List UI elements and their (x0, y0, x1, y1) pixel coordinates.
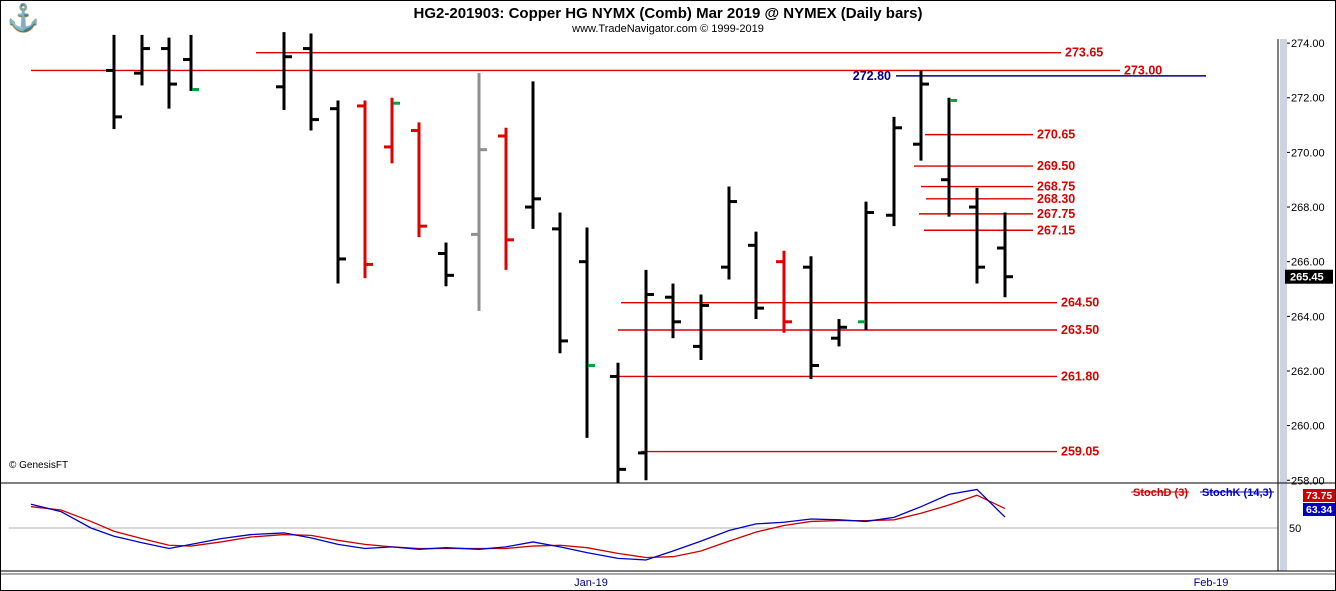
price-level-label[interactable]: 273.65 (1065, 46, 1103, 60)
ohlc-bar (748, 231, 764, 320)
ohlc-bar (665, 283, 681, 339)
price-axis-strip (1280, 39, 1287, 571)
ohlc-bar (303, 33, 319, 131)
ohlc-bar (776, 250, 792, 333)
ohlc-bar (498, 127, 514, 270)
anchor-icon: ⚓ (7, 2, 40, 32)
price-level-label[interactable]: 261.80 (1061, 369, 1099, 383)
axis-tick-label: 264.00 (1291, 311, 1325, 323)
axis-tick-label: 274.00 (1291, 38, 1325, 50)
date-axis: Jan-19 Feb-19 (574, 577, 1228, 589)
ohlc-bar (913, 70, 929, 161)
ohlc-bar (610, 362, 626, 483)
last-price-label: 265.45 (1290, 272, 1324, 284)
ohlc-bar (330, 100, 346, 284)
price-level-label[interactable]: 267.15 (1037, 223, 1075, 237)
axis-tick-label: 270.00 (1291, 147, 1325, 159)
stoch-k-value-badge (1303, 503, 1335, 516)
axis-tick-label: 268.00 (1291, 202, 1325, 214)
ohlc-bar (969, 187, 985, 284)
ohlc-bar (638, 269, 654, 481)
ohlc-bar (471, 73, 487, 311)
price-axis: 274.00 272.00 270.00 268.00 266.00 264.00 262.… (1287, 38, 1325, 487)
stoch-d-value: 73.75 (1306, 490, 1332, 502)
ohlc-bar (579, 227, 595, 438)
stoch-mid-label: 50 (1289, 523, 1301, 535)
price-level-label[interactable]: 264.50 (1061, 296, 1099, 310)
axis-tick-label: 258.00 (1291, 475, 1325, 487)
price-bars (106, 32, 1013, 483)
ohlc-bar (803, 256, 819, 380)
ohlc-bar (997, 212, 1013, 298)
price-level-label[interactable]: 267.75 (1037, 207, 1075, 221)
price-level-label[interactable]: 272.80 (853, 69, 891, 83)
price-level-label[interactable]: 269.50 (1037, 159, 1075, 173)
ohlc-bar (161, 37, 177, 109)
ohlc-bar (525, 81, 541, 229)
axis-tick-label: 260.00 (1291, 421, 1325, 433)
stoch-k-value: 63.34 (1306, 504, 1332, 516)
ohlc-bar (411, 122, 427, 238)
ohlc-bar (134, 34, 150, 86)
ohlc-bar (106, 34, 122, 130)
price-level-label[interactable]: 268.75 (1037, 180, 1075, 194)
axis-tick-label: 262.00 (1291, 366, 1325, 378)
ohlc-bar (183, 34, 199, 92)
axis-tick-label: 272.00 (1291, 93, 1325, 105)
genesis-watermark: © GenesisFT (9, 460, 69, 471)
date-label: Jan-19 (574, 577, 608, 589)
ohlc-bar (858, 201, 874, 330)
price-level-labels: 273.65 273.00 272.80 270.65 269.50 268.75268.… (853, 46, 1163, 459)
stoch-d-line (30, 494, 1006, 559)
stoch-k-line (30, 488, 1006, 561)
ohlc-bar (357, 100, 373, 279)
ohlc-bar (693, 294, 709, 361)
date-label: Feb-19 (1194, 577, 1229, 589)
stoch-k-label[interactable]: StochK (14,3) (1202, 487, 1273, 499)
last-price-badge (1285, 269, 1333, 284)
ohlc-bar (384, 97, 400, 164)
ohlc-bar (276, 32, 292, 111)
ohlc-bar (886, 116, 902, 227)
price-level-label[interactable]: 263.50 (1061, 323, 1099, 337)
ohlc-bar (831, 319, 847, 347)
axis-tick-label: 266.00 (1291, 257, 1325, 269)
price-level-label[interactable]: 268.30 (1037, 192, 1075, 206)
price-level-label[interactable]: 270.65 (1037, 128, 1075, 142)
ohlc-bar (941, 97, 957, 217)
stoch-d-value-badge (1303, 489, 1335, 502)
price-level-label[interactable]: 259.05 (1061, 445, 1099, 459)
stoch-d-label[interactable]: StochD (3) (1133, 487, 1188, 499)
ohlc-bar (438, 242, 454, 287)
price-level-label[interactable]: 273.00 (1124, 63, 1162, 77)
ohlc-bar (552, 212, 568, 354)
ohlc-bar (721, 186, 737, 280)
